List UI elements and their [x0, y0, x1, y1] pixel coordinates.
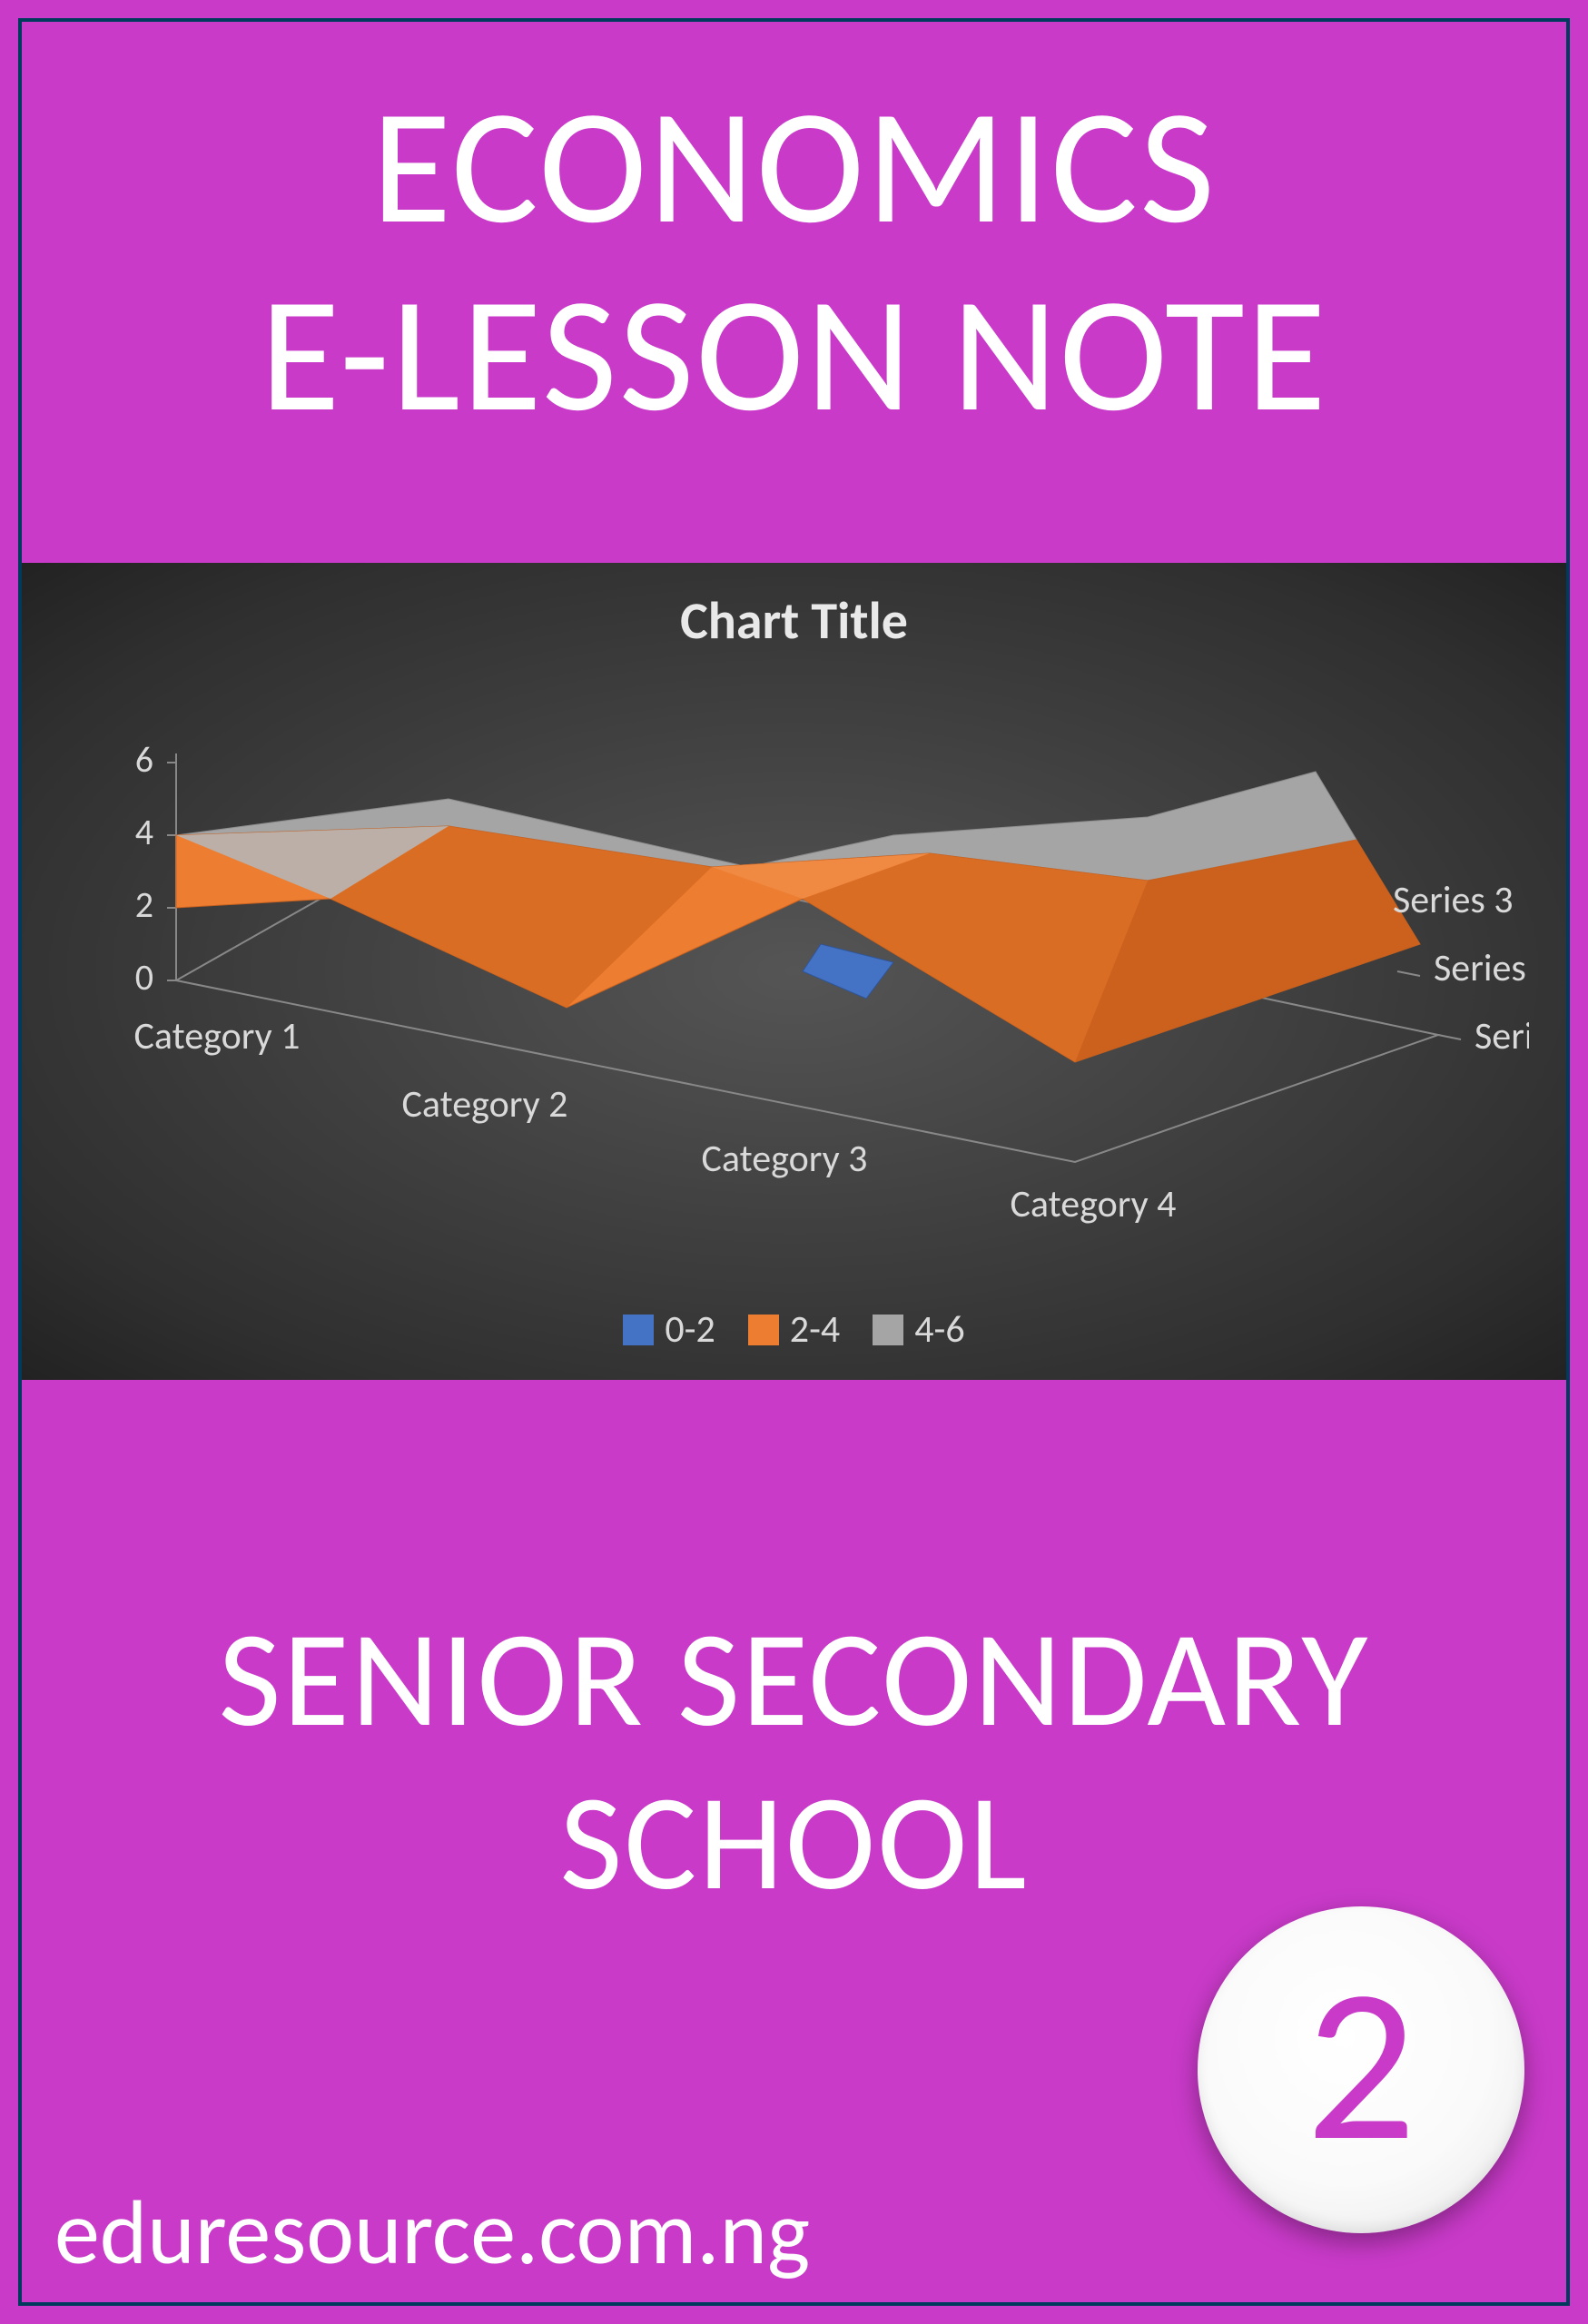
legend-item-1: 2-4 [748, 1306, 840, 1353]
legend-swatch-1 [748, 1315, 779, 1345]
site-url: eduresource.com.ng [54, 2177, 810, 2288]
category-1-label: Category 1 [134, 1013, 301, 1059]
grade-number: 2 [1306, 1955, 1416, 2173]
category-2-label: Category 2 [402, 1081, 568, 1128]
category-3-label: Category 3 [702, 1136, 868, 1182]
legend-item-0: 0-2 [623, 1306, 715, 1353]
title-line-2: E-LESSON NOTE [0, 261, 1588, 448]
page-subtitle: SENIOR SECONDARY SCHOOL [0, 1598, 1588, 1925]
category-4-label: Category 4 [1011, 1181, 1177, 1227]
subtitle-line-1: SENIOR SECONDARY [0, 1598, 1588, 1761]
ztick-1: 2 [135, 882, 153, 927]
ztick-0: 0 [135, 955, 153, 1000]
series-2-label: Series 2 [1434, 945, 1529, 991]
grade-badge: 2 [1198, 1906, 1524, 2233]
chart-panel: Chart Title 0 2 4 6 [22, 563, 1566, 1380]
legend-swatch-0 [623, 1315, 654, 1345]
ztick-2: 4 [135, 810, 153, 854]
legend-label-1: 2-4 [790, 1306, 840, 1353]
chart-legend: 0-2 2-4 4-6 [22, 1306, 1566, 1353]
legend-label-2: 4-6 [914, 1306, 964, 1353]
legend-item-2: 4-6 [873, 1306, 964, 1353]
ztick-3: 6 [135, 737, 153, 782]
chart-title: Chart Title [22, 588, 1566, 653]
page-title: ECONOMICS E-LESSON NOTE [0, 73, 1588, 448]
cover-page: ECONOMICS E-LESSON NOTE Chart Title 0 2 … [0, 0, 1588, 2324]
series-1-label: Series 1 [1475, 1013, 1529, 1059]
legend-swatch-2 [873, 1315, 903, 1345]
subtitle-line-2: SCHOOL [0, 1761, 1588, 1925]
title-line-1: ECONOMICS [0, 73, 1588, 261]
surface-chart: 0 2 4 6 [58, 672, 1529, 1235]
series-3-label: Series 3 [1393, 877, 1514, 923]
legend-label-0: 0-2 [665, 1306, 715, 1353]
